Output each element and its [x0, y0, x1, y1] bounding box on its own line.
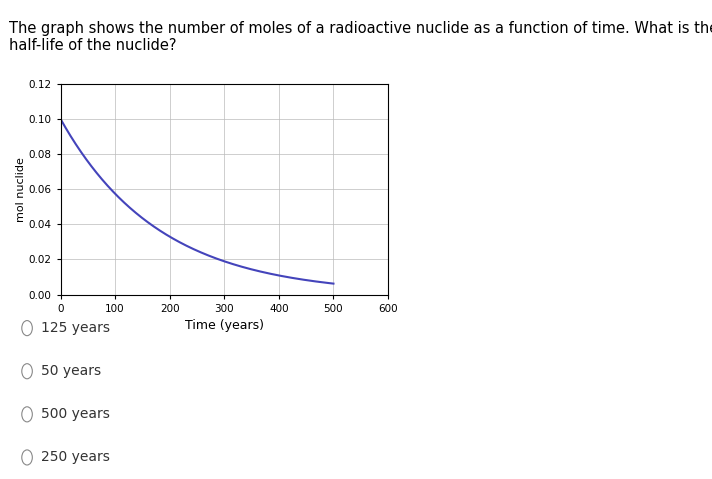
Text: half-life of the nuclide?: half-life of the nuclide? [9, 38, 176, 54]
Y-axis label: mol nuclide: mol nuclide [16, 157, 26, 222]
Text: 50 years: 50 years [41, 364, 101, 378]
Text: 125 years: 125 years [41, 321, 110, 335]
Text: 500 years: 500 years [41, 407, 110, 422]
Text: 250 years: 250 years [41, 450, 110, 465]
Text: The graph shows the number of moles of a radioactive nuclide as a function of ti: The graph shows the number of moles of a… [9, 21, 712, 36]
X-axis label: Time (years): Time (years) [185, 319, 263, 332]
